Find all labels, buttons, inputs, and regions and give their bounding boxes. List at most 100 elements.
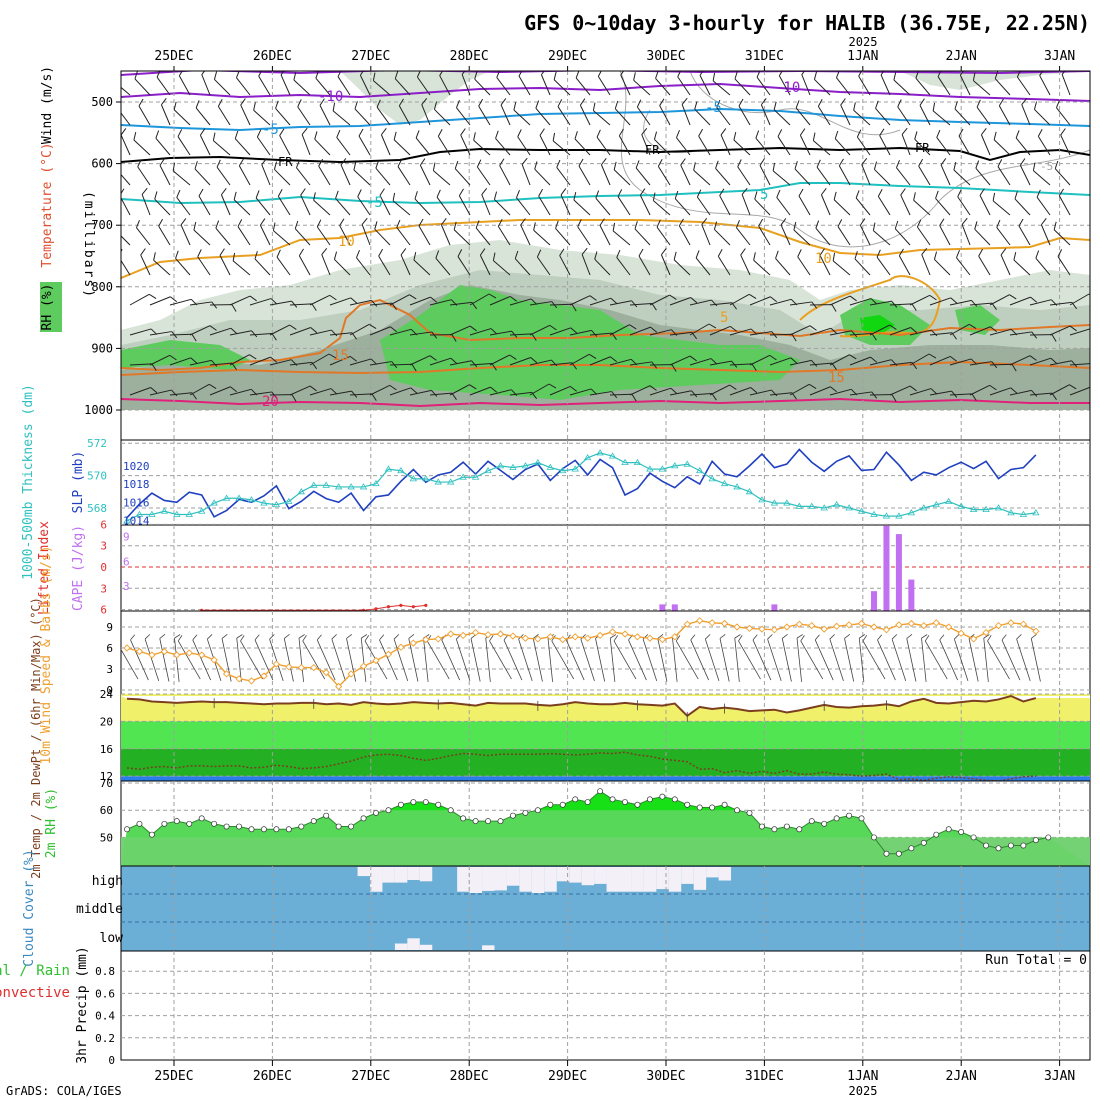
wind-barb-staff: [359, 75, 371, 96]
wind-barb: [374, 221, 391, 246]
wind-barb-flag: [170, 296, 178, 303]
rh-marker: [572, 796, 579, 803]
wind-barb-flag: [1030, 296, 1038, 303]
wind-barb-flag: [659, 98, 665, 106]
wind-barb-flag: [271, 333, 277, 341]
wind-barb-flag: [1050, 357, 1058, 364]
wind-barb: [534, 161, 551, 186]
wind-barb: [121, 229, 131, 246]
wind-barb: [889, 385, 917, 396]
cape-bar: [771, 604, 778, 611]
year-label-top: 2025: [849, 35, 878, 49]
wind-barb: [997, 159, 1011, 186]
wind-barb-flag: [256, 129, 262, 138]
wind-barb: [759, 158, 771, 186]
wind-barb-10m-staff: [331, 638, 346, 682]
wind-barb: [349, 323, 377, 336]
wind-barb-staff: [689, 299, 712, 306]
wind-barb: [689, 323, 717, 336]
thickness-slp-series: [123, 448, 1040, 524]
wind-barb-staff: [777, 136, 791, 156]
wind-barb-staff: [1036, 196, 1051, 216]
wind-barb-flag: [1009, 294, 1017, 300]
wind-barb-staff: [694, 108, 711, 126]
wind-barb: [529, 383, 557, 396]
wind-barb-10m-staff: [518, 638, 533, 682]
wind-barb-flag: [876, 249, 881, 258]
wind-barb-flag: [913, 192, 916, 201]
wind-barb: [437, 129, 451, 156]
wind-barb: [713, 221, 731, 246]
wind-barb: [696, 189, 711, 216]
wind-barb-staff: [569, 295, 591, 306]
wind-barb: [681, 97, 691, 126]
wind-barb-flag: [439, 71, 445, 76]
wind-barb-flag: [830, 327, 838, 334]
wind-barb-staff: [256, 136, 271, 156]
wind-barb-staff: [680, 164, 691, 186]
wind-barb-flag: [937, 71, 943, 77]
wind-barb-staff: [509, 298, 532, 306]
wind-barb-flag: [979, 188, 985, 196]
wind-barb-10m-staff: [580, 638, 595, 682]
rh-marker: [510, 812, 516, 819]
wind-barb-staff: [719, 195, 731, 216]
wind-barb: [729, 387, 758, 396]
wind-barb-staff: [749, 331, 772, 336]
wind-barb: [875, 100, 891, 126]
thickness-marker: [882, 512, 891, 519]
wind-barb-staff: [879, 135, 891, 156]
wind-barb-flag: [838, 158, 844, 167]
wind-barb: [457, 249, 471, 276]
temp-contour-15-lower: [121, 360, 1090, 376]
rh-marker: [559, 801, 566, 808]
wind-barb-staff: [294, 228, 311, 246]
wind-barb: [953, 162, 971, 186]
wind-barb: [294, 220, 311, 246]
wind-barb-staff: [421, 104, 431, 126]
wind-barb: [797, 249, 811, 276]
wind-barb-staff: [836, 77, 851, 96]
date-tick-top: 31DEC: [745, 49, 784, 64]
wind-barb-flag: [113, 161, 121, 169]
wind-barb-staff: [939, 225, 951, 246]
wind-barb-10m-flag: [364, 635, 370, 642]
wind-barb-staff: [989, 387, 1011, 396]
wind-barb-staff: [316, 226, 331, 246]
wind-barb: [577, 219, 591, 246]
wind-barb-flag: [455, 100, 460, 108]
wind-barb: [353, 162, 371, 186]
wind-barb-flag: [812, 132, 816, 141]
wind-barb-staff: [612, 230, 631, 246]
wind-barb-flag: [416, 71, 422, 78]
wind-barb-staff: [596, 136, 611, 156]
wind-barb: [229, 354, 257, 366]
wind-barb-10m-flag: [221, 633, 228, 639]
wind-barb-staff: [233, 199, 251, 216]
wind-speed-marker: [882, 626, 891, 634]
wind-barb: [1069, 293, 1090, 306]
wind-barb-staff: [314, 138, 331, 156]
wind-barb-flag: [1011, 363, 1017, 372]
wind-barb-staff: [129, 293, 150, 306]
rh-marker: [622, 799, 628, 805]
wind-barb-flag: [1039, 71, 1045, 76]
thickness-marker: [334, 483, 343, 490]
wind-barb-10m-flag: [844, 633, 851, 639]
cloud-tick-low: low: [100, 931, 124, 946]
wind-barb: [1058, 188, 1071, 216]
wind-barb: [521, 157, 531, 186]
wind-barb-staff: [437, 136, 451, 156]
thickness-marker: [845, 504, 853, 511]
thickness-marker: [944, 497, 953, 504]
wind-barb: [276, 249, 291, 276]
wind-barb-flag: [376, 99, 381, 108]
wind-barb: [540, 71, 551, 96]
wind-barb-staff: [340, 164, 351, 186]
thickness-marker: [969, 505, 978, 513]
wind-barb: [238, 158, 251, 186]
wind-barb-flag: [650, 326, 658, 333]
wind-barb-staff: [289, 361, 312, 366]
wind-barb-flag: [161, 98, 167, 106]
wind-barb-flag: [379, 188, 385, 196]
